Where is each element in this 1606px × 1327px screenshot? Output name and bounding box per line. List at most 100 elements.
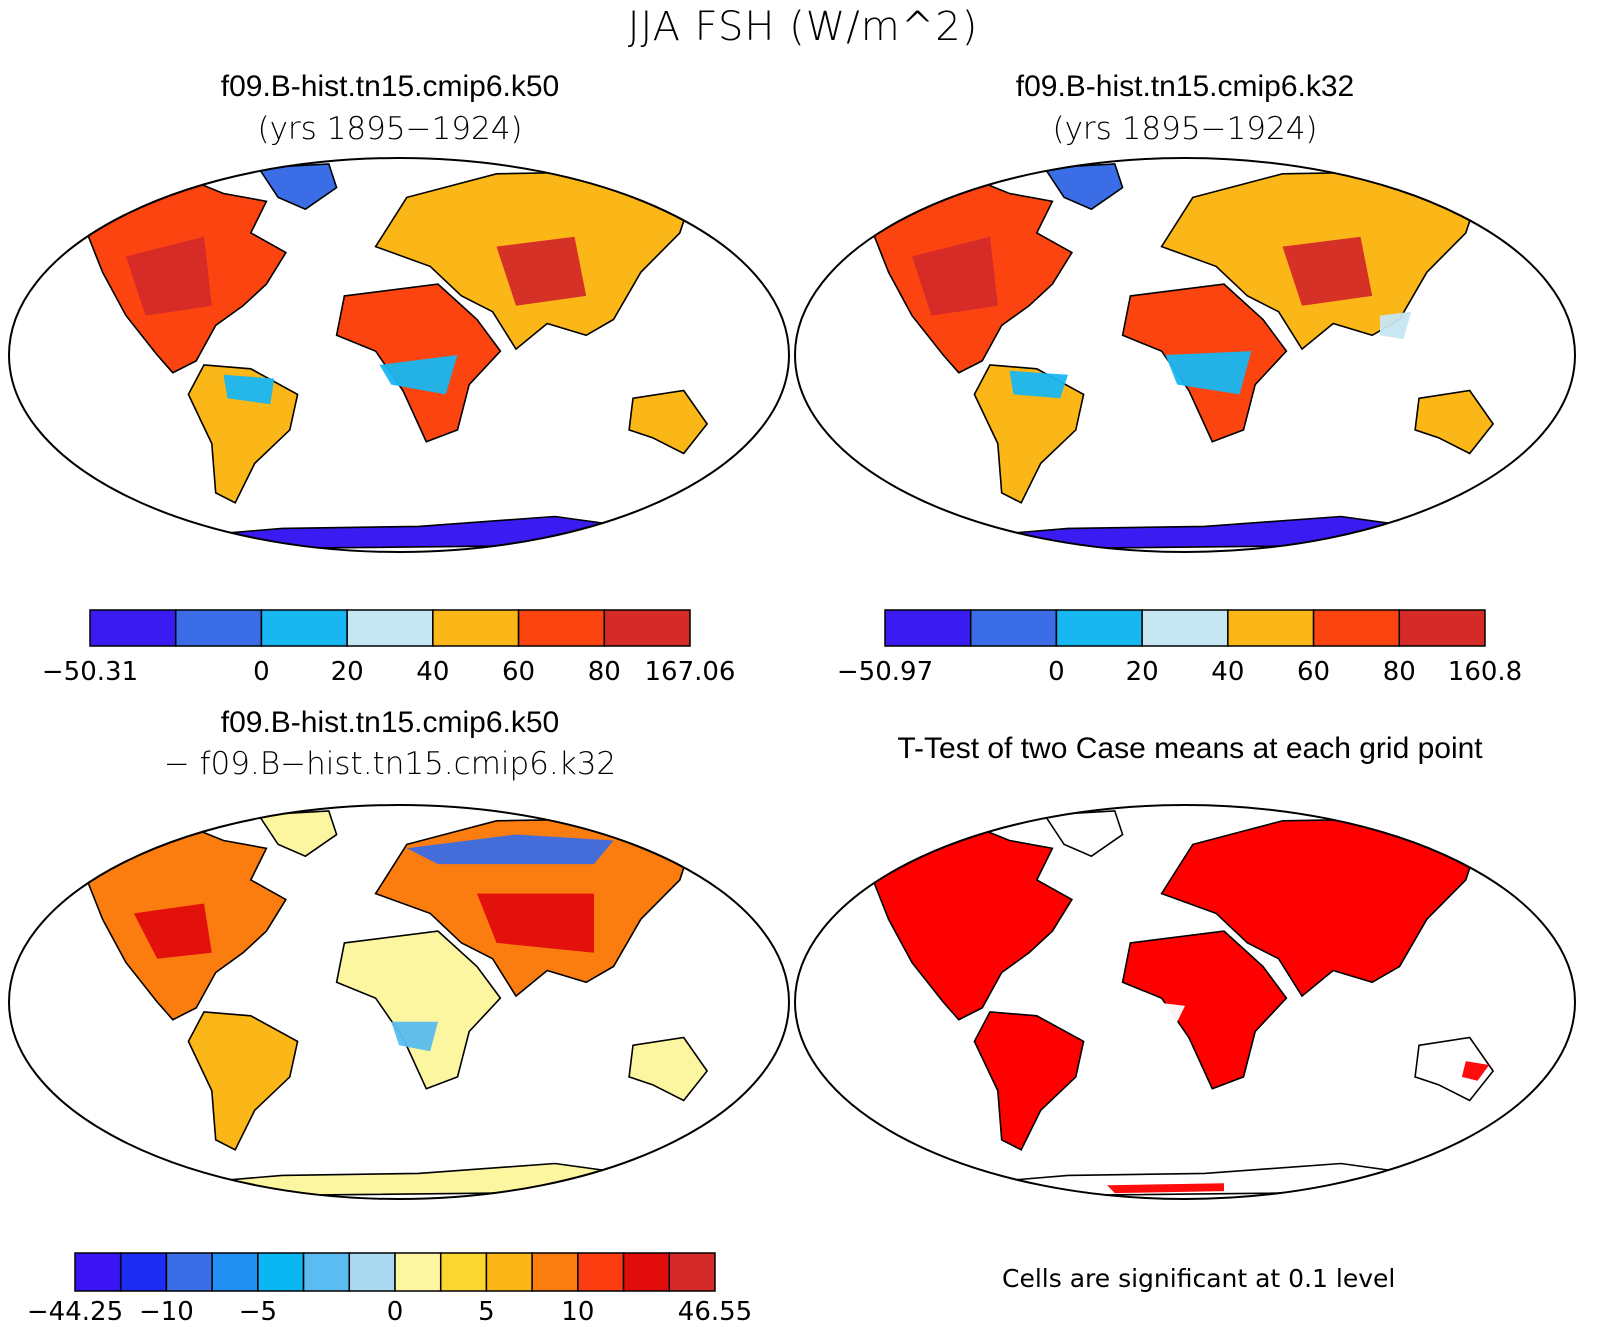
map-frame <box>8 157 790 553</box>
continent-australia <box>628 1036 709 1102</box>
colorbar-box <box>119 1252 168 1292</box>
continent-namerica <box>860 823 1074 1021</box>
colorbar-box <box>394 1252 442 1292</box>
colorbar-box <box>603 609 691 647</box>
field-region <box>406 834 614 865</box>
map-land <box>860 163 1495 551</box>
continent-africa <box>1121 930 1288 1090</box>
colorbar-diff: −44.25 −10 −5 0 5 10 46.55 <box>27 1252 752 1327</box>
colorbar-box <box>1055 609 1143 647</box>
colorbar-tick-label: 46.55 <box>678 1297 752 1327</box>
colorbar-box <box>577 1252 625 1292</box>
colorbar-box <box>257 1252 305 1292</box>
colorbar-box <box>622 1252 671 1292</box>
continent-greenland <box>257 810 338 858</box>
continent-samerica <box>973 1011 1085 1151</box>
field-region <box>477 893 594 953</box>
colorbar-box <box>531 1252 579 1292</box>
colorbar-tick-label: 20 <box>331 657 364 687</box>
continent-samerica <box>187 1011 299 1151</box>
map-frame <box>794 157 1576 553</box>
field-region <box>391 1021 438 1052</box>
colorbar-tick-label: 60 <box>502 657 535 687</box>
field-region <box>126 236 212 316</box>
map-frame <box>794 804 1576 1200</box>
colorbar-box <box>302 1252 351 1292</box>
colorbar-tick-label: −50.31 <box>42 657 138 687</box>
colorbar-tick-label: −5 <box>239 1297 277 1327</box>
colorbar-tick-label: 40 <box>1211 657 1244 687</box>
panel-diff-title: f09.B-hist.tn15.cmip6.k50 <box>220 706 560 739</box>
colorbar-box <box>485 1252 533 1292</box>
colorbar-k32: −50.97 0 20 40 60 80 160.8 <box>837 609 1522 687</box>
colorbar-box <box>1312 609 1401 647</box>
panel-k32-subtitle: (yrs 1895−1924) <box>1052 111 1318 147</box>
colorbar-box <box>348 1252 396 1292</box>
colorbar-tick-label: 0 <box>387 1297 404 1327</box>
continent-greenland <box>257 163 338 211</box>
colorbar-box <box>165 1252 213 1292</box>
panel-k50-subtitle: (yrs 1895−1924) <box>257 111 523 147</box>
map-land <box>860 810 1495 1198</box>
continent-eurasia <box>1160 817 1479 998</box>
map-land <box>74 810 709 1198</box>
continent-australia <box>1414 1036 1495 1102</box>
colorbar-box <box>517 609 606 647</box>
map-land <box>74 163 709 551</box>
field-region <box>133 903 212 959</box>
panel-k50-title: f09.B-hist.tn15.cmip6.k50 <box>220 70 560 103</box>
field-region <box>1282 236 1373 306</box>
colorbar-box <box>89 609 177 647</box>
colorbar-box <box>668 1252 716 1292</box>
colorbar-tick-label: 0 <box>253 657 270 687</box>
map-frame <box>8 804 790 1200</box>
panel-k32-title: f09.B-hist.tn15.cmip6.k32 <box>1015 70 1355 103</box>
colorbar-box <box>260 609 348 647</box>
field-region <box>379 355 458 395</box>
field-region <box>1165 351 1252 395</box>
colorbar-tick-label: 5 <box>478 1297 495 1327</box>
colorbar-tick-label: −50.97 <box>837 657 933 687</box>
colorbar-box <box>346 609 434 647</box>
continent-australia <box>628 389 709 455</box>
colorbar-box <box>1398 609 1486 647</box>
colorbar-k50: −50.31 0 20 40 60 80 167.06 <box>42 609 735 687</box>
field-region <box>1380 311 1412 340</box>
field-region <box>1009 370 1068 399</box>
colorbar-tick-label: 40 <box>416 657 449 687</box>
field-region <box>1461 1061 1490 1081</box>
colorbar-tick-label: −44.25 <box>27 1297 123 1327</box>
colorbar-box <box>74 1252 122 1292</box>
colorbar-box <box>969 609 1058 647</box>
panel-diff-subtitle: − f09.B−hist.tn15.cmip6.k32 <box>163 746 617 782</box>
continent-australia <box>1414 389 1495 455</box>
continent-africa <box>335 930 502 1090</box>
figure-title: JJA FSH (W/m^2) <box>627 4 979 50</box>
colorbar-box <box>174 609 263 647</box>
continent-greenland <box>1043 810 1124 858</box>
significance-note: Cells are significant at 0.1 level <box>1002 1264 1396 1293</box>
colorbar-box <box>211 1252 259 1292</box>
field-region <box>1107 1183 1224 1194</box>
field-region <box>223 374 275 405</box>
colorbar-box <box>884 609 972 647</box>
colorbar-box <box>432 609 520 647</box>
continent-greenland <box>1043 163 1124 211</box>
map-panel-k32 <box>794 157 1576 553</box>
colorbar-tick-label: 0 <box>1048 657 1065 687</box>
colorbar-box <box>1141 609 1229 647</box>
colorbar-box <box>1227 609 1315 647</box>
colorbar-tick-label: 80 <box>588 657 621 687</box>
field-region <box>912 236 998 316</box>
colorbar-tick-label: 60 <box>1297 657 1330 687</box>
panel-ttest-title: T-Test of two Case means at each grid po… <box>897 732 1483 765</box>
field-region <box>1146 1002 1185 1022</box>
colorbar-tick-label: 10 <box>561 1297 594 1327</box>
map-panel-k50 <box>8 157 790 553</box>
field-region <box>496 236 587 306</box>
colorbar-tick-label: 20 <box>1126 657 1159 687</box>
colorbar-tick-label: −10 <box>139 1297 194 1327</box>
colorbar-box <box>439 1252 488 1292</box>
colorbar-tick-label: 80 <box>1383 657 1416 687</box>
